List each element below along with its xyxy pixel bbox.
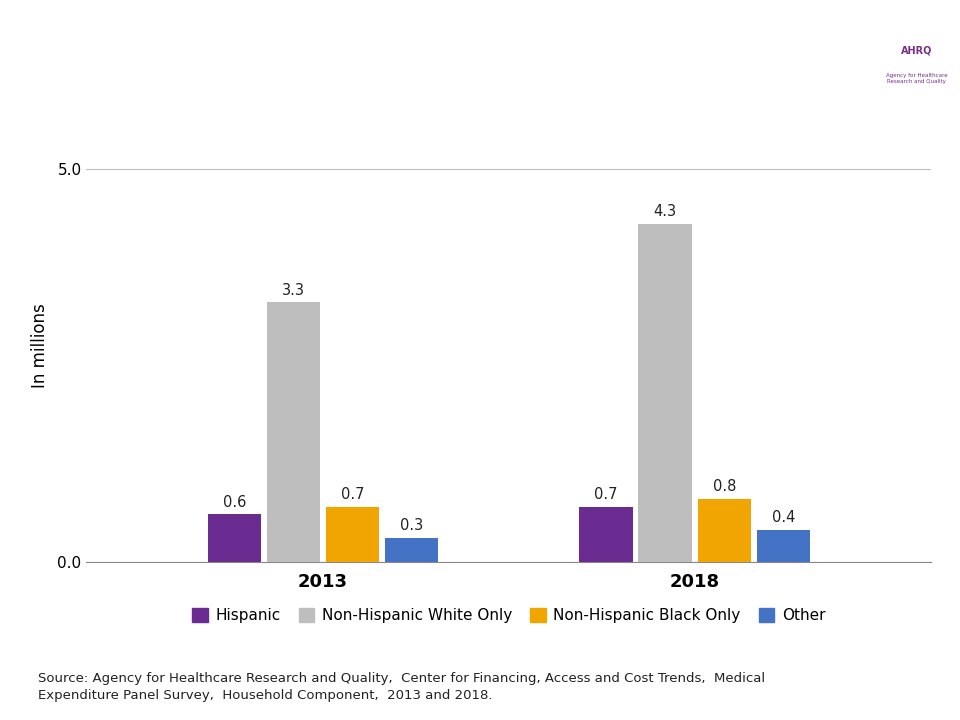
Legend: Hispanic, Non-Hispanic White Only, Non-Hispanic Black Only, Other: Hispanic, Non-Hispanic White Only, Non-H…	[186, 602, 831, 629]
Text: 0.3: 0.3	[400, 518, 423, 534]
Bar	[207, 515, 261, 562]
Text: 0.8: 0.8	[712, 479, 736, 494]
Text: antipsychotics, by race/ethnicity, 2013 and 2018: antipsychotics, by race/ethnicity, 2013 …	[156, 71, 670, 90]
Bar	[267, 302, 320, 562]
Text: 0.6: 0.6	[223, 495, 246, 510]
Bar	[325, 507, 379, 562]
Bar	[385, 538, 439, 562]
Bar	[579, 507, 633, 562]
Text: Source: Agency for Healthcare Research and Quality,  Center for Financing, Acces: Source: Agency for Healthcare Research a…	[38, 672, 765, 702]
Text: 0.7: 0.7	[341, 487, 364, 502]
Bar	[756, 530, 810, 562]
Text: 0.4: 0.4	[772, 510, 795, 526]
Y-axis label: In millions: In millions	[31, 303, 49, 388]
Text: Figure 4. Number of people obtaining one or more prescriptions for: Figure 4. Number of people obtaining one…	[55, 30, 771, 48]
Text: 3.3: 3.3	[282, 283, 305, 297]
Text: AHRQ: AHRQ	[901, 45, 932, 55]
Text: 0.7: 0.7	[594, 487, 617, 502]
Text: Agency for Healthcare
Research and Quality: Agency for Healthcare Research and Quali…	[886, 73, 948, 84]
Text: 4.3: 4.3	[654, 204, 677, 219]
Bar	[638, 224, 692, 562]
Bar	[698, 499, 751, 562]
Ellipse shape	[835, 0, 960, 117]
